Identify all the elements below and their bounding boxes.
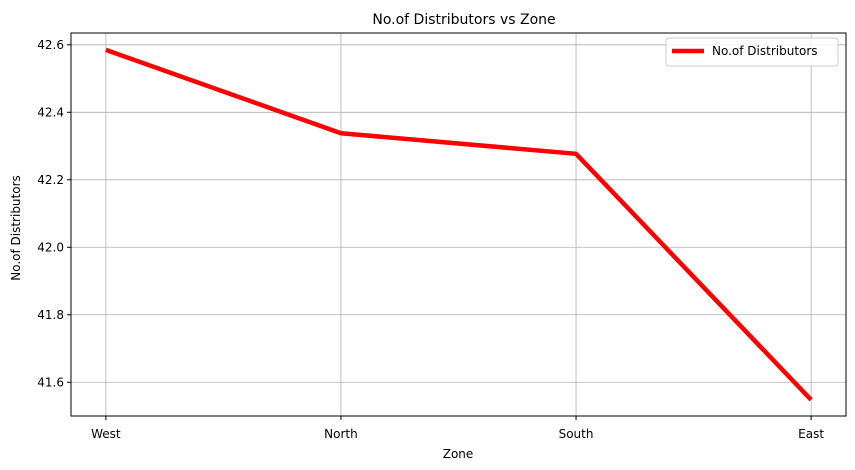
y-axis-label: No.of Distributors [9,175,23,281]
plot-area-frame [70,32,847,417]
legend: No.of Distributors [665,37,839,67]
series-line [105,47,813,402]
legend-entry-label: No.of Distributors [712,44,818,58]
y-tick-label: 42.2 [37,173,64,187]
y-axis: 41.6 41.8 42.0 42.2 42.4 42.6 [37,38,71,389]
legend-box [665,37,839,67]
x-tick-label: North [324,427,358,441]
x-axis: West North South East [91,416,824,441]
chart-title: No.of Distributors vs Zone [372,12,555,28]
x-axis-label: Zone [443,447,474,461]
x-tick-label: East [798,427,824,441]
y-tick-label: 41.6 [37,375,64,389]
y-tick-label: 42.6 [37,38,64,52]
y-tick-label: 42.4 [37,105,64,119]
y-tick-label: 42.0 [37,240,64,254]
grid [71,33,846,416]
y-tick-label: 41.8 [37,308,64,322]
x-tick-label: South [559,427,594,441]
series-layer [105,47,813,402]
x-tick-label: West [91,427,121,441]
